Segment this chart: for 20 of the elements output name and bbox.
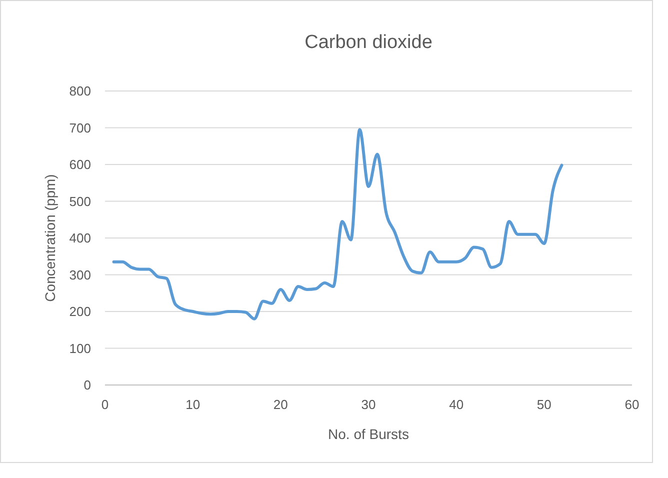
y-tick-label: 600 xyxy=(69,157,91,172)
y-tick-label: 100 xyxy=(69,340,91,356)
y-tick-label: 700 xyxy=(69,120,91,136)
y-tick-label: 0 xyxy=(84,378,91,393)
y-tick-label: 200 xyxy=(69,304,91,320)
x-tick-label: 60 xyxy=(624,397,640,412)
chart-title: Carbon dioxide xyxy=(304,32,432,53)
x-tick-label: 10 xyxy=(186,397,200,412)
y-tick-label: 500 xyxy=(69,194,91,209)
y-tick-label: 300 xyxy=(69,267,91,282)
line-series xyxy=(112,128,564,320)
x-tick-label: 50 xyxy=(536,397,552,412)
x-tick-label: 30 xyxy=(361,397,376,412)
y-tick-label: 800 xyxy=(69,84,91,99)
x-tick-label: 0 xyxy=(101,397,109,412)
x-tick-label: 20 xyxy=(273,397,288,412)
y-tick-label: 400 xyxy=(69,230,91,246)
y-axis-title: Concentration (ppm) xyxy=(42,174,58,302)
x-tick-label: 40 xyxy=(449,397,464,412)
x-axis-title: No. of Bursts xyxy=(328,426,409,442)
